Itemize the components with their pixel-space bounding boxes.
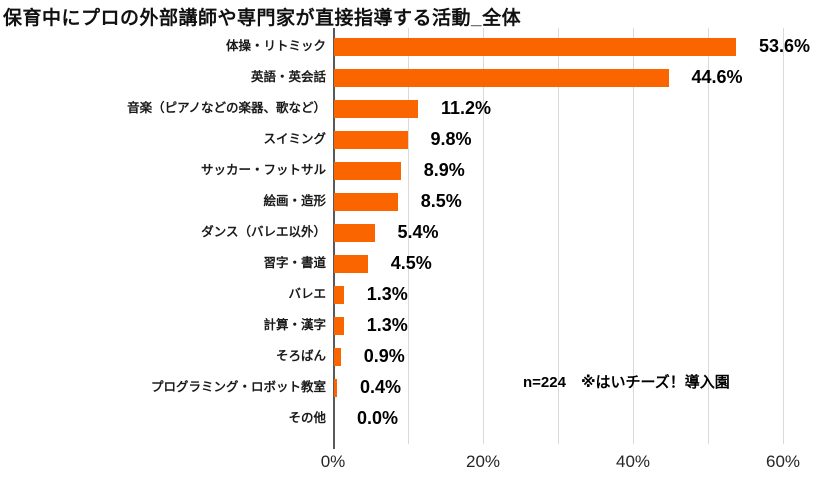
value-label: 11.2% [441, 98, 492, 118]
value-label: 1.3% [366, 284, 408, 304]
value-label: 0.0% [357, 408, 399, 428]
category-label: バレエ [288, 287, 326, 301]
x-axis-tick-label: 40% [615, 452, 651, 471]
value-label: 8.5% [420, 191, 462, 211]
gridline [633, 28, 634, 444]
value-label: 44.6% [691, 67, 743, 87]
bar [334, 161, 401, 180]
category-label: 計算・漢字 [263, 318, 326, 332]
category-label: 音楽（ピアノなどの楽器、歌など） [127, 101, 326, 115]
value-label: 53.6% [759, 36, 811, 56]
x-axis-tick-label: 0% [320, 452, 346, 471]
bar [334, 347, 341, 366]
axis-tick [333, 444, 335, 449]
category-label: 絵画・造形 [263, 194, 326, 208]
category-label: スイミング [263, 132, 326, 146]
category-label: 英語・英会話 [250, 70, 326, 84]
bar [334, 99, 418, 118]
gridline [483, 28, 484, 444]
value-label: 0.4% [360, 377, 402, 397]
chart-title: 保育中にプロの外部講師や専門家が直接指導する活動_全体 [3, 8, 522, 29]
bar [334, 130, 408, 149]
category-label: サッカー・フットサル [200, 163, 326, 177]
value-label: 4.5% [390, 253, 432, 273]
category-label: そろばん [275, 349, 326, 363]
chart-row: 計算・漢字 1.3% [0, 310, 826, 341]
chart-row: サッカー・フットサル 8.9% [0, 155, 826, 186]
value-label: 0.9% [363, 346, 405, 366]
category-label: 体操・リトミック [225, 39, 326, 53]
bar [334, 378, 337, 397]
bar [334, 316, 344, 335]
chart-row: スイミング 9.8% [0, 124, 826, 155]
chart-row: プログラミング・ロボット教室 0.4% [0, 372, 826, 403]
category-label: 習字・書道 [263, 256, 326, 270]
value-label: 9.8% [430, 129, 472, 149]
x-axis-tick-label: 60% [765, 452, 801, 471]
chart-row: 英語・英会話 44.6% [0, 62, 826, 93]
bar [334, 37, 736, 56]
value-label: 8.9% [423, 160, 465, 180]
bar [334, 192, 398, 211]
category-label: プログラミング・ロボット教室 [150, 380, 326, 394]
chart-row: 絵画・造形 8.5% [0, 186, 826, 217]
chart-row: 音楽（ピアノなどの楽器、歌など） 11.2% [0, 93, 826, 124]
chart-row: そろばん 0.9% [0, 341, 826, 372]
gridline [708, 28, 709, 444]
chart-row: バレエ 1.3% [0, 279, 826, 310]
chart-row: ダンス（バレエ以外） 5.4% [0, 217, 826, 248]
value-label: 1.3% [366, 315, 408, 335]
bar [334, 285, 344, 304]
category-label: ダンス（バレエ以外） [201, 225, 326, 239]
gridline [783, 28, 784, 444]
bar [334, 223, 375, 242]
sample-size-annotation: n=224 ※はいチーズ！導入園 [523, 374, 730, 391]
chart-row: 体操・リトミック 53.6% [0, 31, 826, 62]
category-label: その他 [288, 411, 326, 425]
chart-row: 習字・書道 4.5% [0, 248, 826, 279]
gridline [408, 28, 409, 444]
chart-row: その他 0.0% [0, 403, 826, 434]
bar [334, 254, 368, 273]
x-axis-tick-label: 20% [465, 452, 501, 471]
bar [334, 68, 669, 87]
gridline [558, 28, 559, 444]
value-label: 5.4% [397, 222, 439, 242]
